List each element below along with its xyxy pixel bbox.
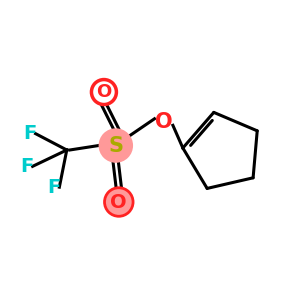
Circle shape xyxy=(99,128,133,163)
Text: S: S xyxy=(108,136,123,155)
Text: F: F xyxy=(47,178,60,197)
Text: O: O xyxy=(154,112,172,132)
Text: F: F xyxy=(23,124,36,143)
Text: F: F xyxy=(20,157,33,176)
Circle shape xyxy=(92,80,116,104)
Circle shape xyxy=(104,188,133,216)
Text: O: O xyxy=(96,83,112,101)
Text: O: O xyxy=(110,193,127,211)
